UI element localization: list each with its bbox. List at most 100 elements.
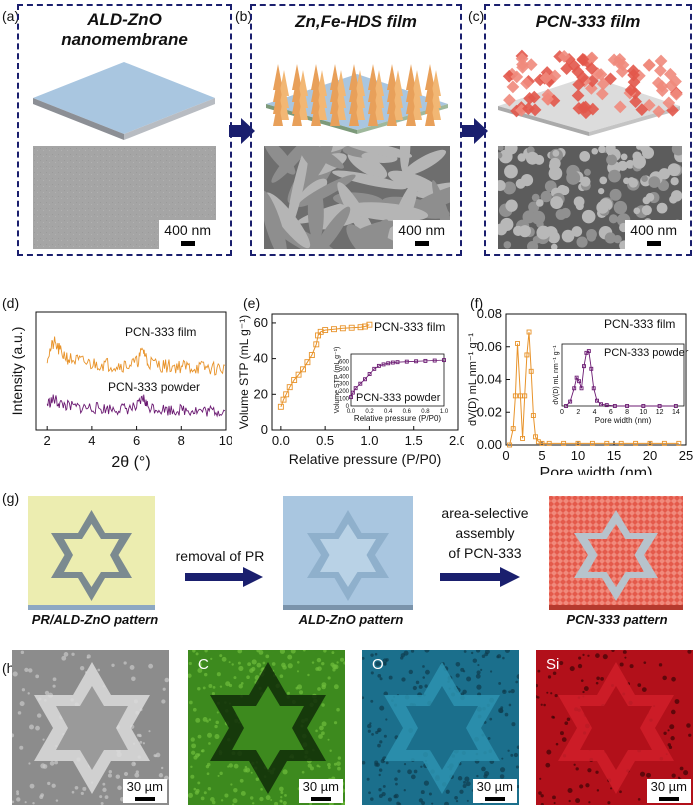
- eds-speckle: [321, 721, 327, 727]
- eds-speckle: [190, 737, 195, 742]
- eds-speckle: [420, 790, 425, 795]
- eds-speckle: [674, 699, 680, 704]
- y-axis-label: Volume STP (mL g⁻¹): [237, 315, 251, 429]
- pcn-crystal: [595, 87, 609, 101]
- eds-speckle: [587, 654, 590, 657]
- inset-series-marker: [381, 362, 386, 367]
- eds-speckle: [208, 742, 211, 745]
- eds-speckle: [102, 782, 106, 786]
- eds-speckle: [368, 791, 371, 795]
- hds-flake: [311, 100, 321, 126]
- eds-speckle: [36, 713, 42, 718]
- inset-x-tick-label: 10: [639, 409, 647, 416]
- hds-flake: [412, 94, 422, 120]
- eds-speckle: [148, 730, 151, 733]
- pcn-crystal: [662, 96, 676, 110]
- series-marker-film: [507, 442, 513, 448]
- zno-pattern-illustration: [283, 496, 413, 610]
- inset-x-tick-label: 0.2: [365, 409, 374, 415]
- eds-speckle: [455, 799, 459, 803]
- y-tick-label: 0: [261, 422, 268, 437]
- series-marker-film: [604, 440, 610, 446]
- series-marker-film: [366, 321, 373, 328]
- eds-speckle: [321, 703, 325, 707]
- eds-speckle: [497, 654, 502, 659]
- y-tick-label: 0.02: [477, 404, 502, 419]
- eds-speckle: [502, 689, 507, 695]
- eds-speckle: [595, 653, 600, 658]
- eds-speckle: [16, 790, 19, 794]
- eds-speckle: [516, 785, 519, 789]
- x-tick-label: 0: [502, 448, 509, 463]
- eds-speckle: [327, 762, 331, 767]
- sem-particle: [518, 225, 531, 238]
- eds-speckle: [332, 668, 336, 672]
- inset-series-marker: [604, 403, 609, 408]
- eds-speckle: [489, 717, 493, 721]
- series-marker-film: [526, 329, 532, 335]
- eds-speckle: [380, 758, 386, 764]
- series-marker-film: [357, 324, 364, 331]
- y-tick-label: 0.04: [477, 372, 502, 387]
- panel-label-e: (e): [243, 295, 261, 311]
- sem-particle: [606, 146, 615, 156]
- eds-speckle: [637, 683, 642, 687]
- eds-speckle: [476, 684, 482, 690]
- series-marker-film: [291, 377, 298, 383]
- hds-flake: [431, 94, 441, 120]
- eds-speckle: [197, 662, 203, 667]
- eds-speckle: [245, 767, 251, 773]
- x-tick-label: 2: [44, 433, 51, 448]
- sem-flake: [286, 146, 309, 232]
- eds-speckle: [499, 774, 505, 779]
- sem-flake: [387, 170, 438, 194]
- eds-speckle: [12, 800, 15, 804]
- eds-speckle: [203, 791, 207, 795]
- inset-series-line: [565, 350, 676, 407]
- inset-series-marker: [358, 381, 363, 386]
- eds-speckle: [552, 671, 557, 676]
- inset-x-tick-label: 0: [560, 409, 564, 416]
- eds-speckle: [260, 788, 263, 791]
- eds-speckle: [237, 661, 241, 665]
- sem-particle: [641, 205, 652, 216]
- eds-speckle: [205, 764, 210, 769]
- y-tick-label: 0.08: [477, 306, 502, 321]
- eds-speckle: [553, 801, 556, 805]
- inset-y-tick-label: 100: [339, 397, 350, 403]
- eds-speckle: [321, 684, 326, 690]
- panel-a-frame: ALD-ZnO nanomembrane 400 nm: [17, 4, 232, 256]
- eds-speckle: [20, 650, 25, 655]
- eds-speckle: [336, 761, 341, 766]
- eds-speckle: [546, 749, 552, 755]
- eds-speckle: [484, 770, 490, 777]
- series-label-film: PCN-333 film: [125, 325, 196, 339]
- eds-speckle: [462, 784, 467, 788]
- eds-speckle: [671, 773, 676, 778]
- eds-speckle: [246, 675, 250, 680]
- series-marker-film: [522, 393, 528, 399]
- sem-particle: [599, 176, 608, 185]
- eds-speckle: [394, 793, 399, 799]
- series-marker-film: [331, 326, 337, 333]
- sem-particle: [641, 175, 648, 182]
- eds-speckle: [301, 770, 305, 774]
- plot-frame: [271, 313, 459, 431]
- eds-speckle: [99, 795, 103, 799]
- eds-speckle: [233, 787, 238, 793]
- inset-series-marker: [657, 404, 662, 408]
- eds-speckle: [513, 752, 519, 758]
- sem-particle: [625, 159, 635, 169]
- eds-speckle: [554, 694, 558, 698]
- eds-speckle: [161, 699, 166, 704]
- inset-y-tick-label: 400: [339, 374, 350, 380]
- eds-speckle: [216, 711, 219, 714]
- eds-speckle: [371, 732, 374, 736]
- scale-label-a: 400 nm: [159, 220, 216, 249]
- eds-speckle: [687, 650, 692, 654]
- series-marker-film: [618, 440, 624, 446]
- eds-speckle: [158, 773, 164, 778]
- eds-speckle: [504, 650, 510, 653]
- eds-speckle: [379, 663, 382, 666]
- x-axis-label: 2θ (°): [111, 454, 150, 471]
